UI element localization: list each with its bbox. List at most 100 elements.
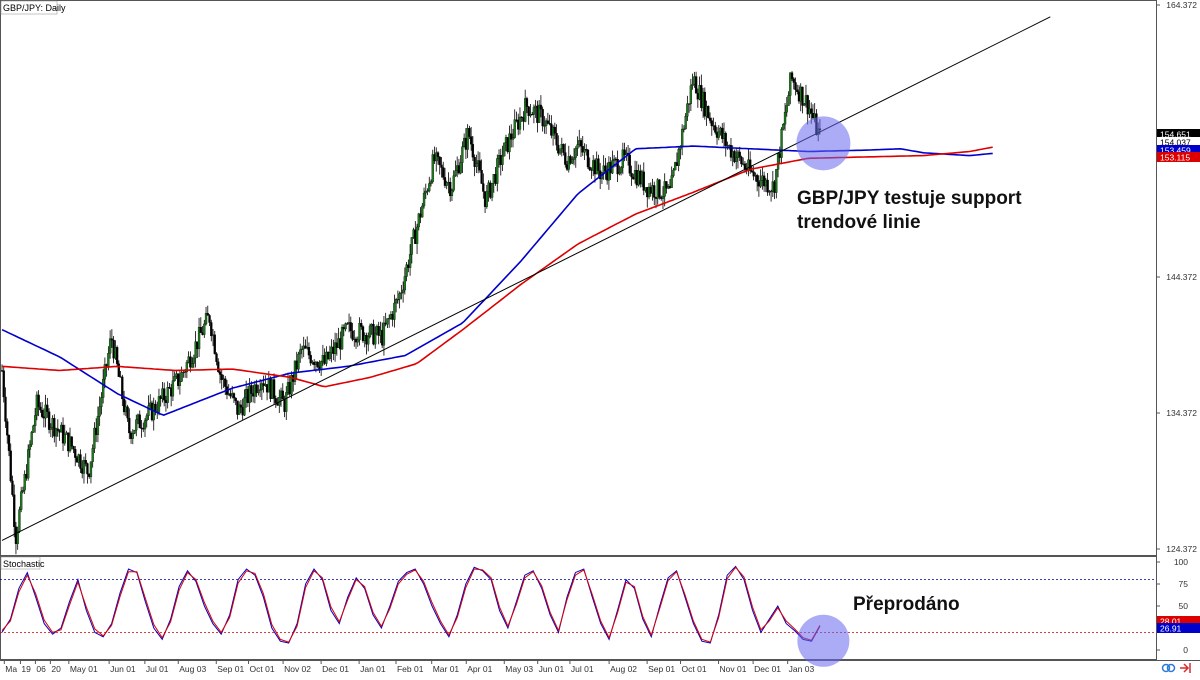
main-title: GBP/JPY: Daily	[3, 3, 66, 13]
candle-body	[782, 124, 785, 130]
candle-body	[630, 173, 633, 178]
candle-body	[572, 157, 576, 160]
candle-body	[157, 396, 161, 413]
candle-body	[110, 338, 114, 341]
candle-body	[689, 85, 693, 104]
candle-body	[349, 322, 352, 332]
candle-body	[46, 404, 49, 412]
candle-body	[2, 370, 5, 398]
candle-body	[103, 364, 107, 380]
x-tick-label: Sep 01	[217, 664, 244, 674]
candle-body	[750, 170, 754, 172]
candle-body	[344, 323, 347, 330]
candle-body	[290, 374, 293, 395]
stoch-d-line	[1, 566, 821, 643]
price-label: 153.115	[1160, 153, 1190, 163]
candle-body	[145, 415, 148, 421]
candle-body	[555, 133, 558, 146]
candle-body	[714, 125, 717, 133]
arrow-icon[interactable]	[1180, 663, 1191, 673]
price-label: 153.459	[1160, 146, 1191, 156]
candle-body	[469, 136, 473, 145]
candle-body	[403, 276, 407, 291]
candle-body	[803, 103, 806, 106]
candle-body	[299, 349, 302, 355]
candle-body	[89, 461, 93, 477]
candle-body	[297, 353, 300, 370]
candle-body	[197, 327, 201, 350]
x-tick-label: Jul 01	[571, 664, 594, 674]
candle-body	[440, 164, 443, 168]
candle-body	[91, 448, 94, 462]
price-label-bg	[1157, 145, 1200, 155]
candle-body	[586, 149, 590, 168]
candle-body	[367, 336, 370, 345]
candle-body	[527, 106, 530, 116]
candle-body	[37, 394, 40, 408]
candle-body	[787, 95, 790, 106]
price-label-bg	[1157, 152, 1200, 162]
candle-body	[672, 169, 675, 176]
x-tick-label: Dec 01	[754, 664, 781, 674]
candle-body	[733, 151, 736, 162]
candle-body	[473, 157, 476, 167]
candle-body	[766, 179, 769, 193]
candle-body	[780, 128, 783, 158]
candle-body	[749, 159, 752, 171]
candle-body	[674, 162, 677, 171]
candle-body	[23, 474, 26, 491]
candle-body	[583, 149, 586, 153]
stoch-y-tick-label: 50	[1179, 601, 1189, 611]
price-label: 154.037	[1160, 138, 1191, 148]
candle-body	[183, 371, 187, 373]
candle-body	[775, 169, 778, 193]
x-tick-label: Jun 01	[539, 664, 565, 674]
candle-body	[346, 323, 349, 325]
candle-body	[82, 460, 86, 474]
candle-body	[796, 89, 799, 93]
candle-body	[478, 160, 481, 171]
x-tick-label: Oct 01	[682, 664, 707, 674]
candle-body	[794, 82, 797, 90]
stoch-price-label-bg	[1157, 616, 1200, 626]
candle-body	[525, 98, 529, 107]
candle-body	[682, 128, 686, 130]
candle-body	[33, 415, 37, 426]
candle-body	[126, 406, 129, 419]
support-highlight-circle	[796, 116, 851, 171]
candle-body	[461, 146, 464, 163]
main-pane-frame	[0, 0, 1157, 556]
main-y-tick-label: 134.372	[1166, 408, 1197, 418]
x-tick-label: Feb 01	[397, 664, 424, 674]
candle-body	[396, 299, 400, 301]
candle-body	[368, 325, 372, 337]
candle-body	[670, 175, 673, 188]
candle-body	[255, 384, 258, 394]
candle-body	[30, 432, 33, 445]
candle-body	[442, 167, 445, 178]
candle-body	[215, 353, 218, 362]
candle-body	[579, 140, 583, 147]
candle-body	[679, 147, 682, 150]
trendline	[1, 16, 1051, 541]
candle-body	[421, 205, 424, 218]
candle-body	[6, 421, 9, 436]
candle-body	[107, 353, 110, 367]
candle-body	[388, 318, 391, 320]
x-tick-label: Mar 01	[433, 664, 460, 674]
main-y-tick-label: 144.372	[1166, 272, 1197, 282]
candle-body	[122, 398, 126, 413]
link-icon[interactable]	[1161, 663, 1176, 673]
candle-body	[206, 313, 209, 316]
candle-body	[238, 404, 241, 415]
candle-body	[166, 387, 169, 403]
candle-body	[272, 379, 276, 399]
candle-body	[258, 389, 262, 391]
candle-body	[21, 490, 25, 492]
candle-body	[243, 397, 246, 416]
stoch-title: Stochastic	[3, 559, 45, 569]
candle-body	[394, 299, 398, 304]
candle-body	[218, 371, 222, 375]
candle-body	[135, 419, 138, 431]
candle-body	[239, 404, 243, 408]
